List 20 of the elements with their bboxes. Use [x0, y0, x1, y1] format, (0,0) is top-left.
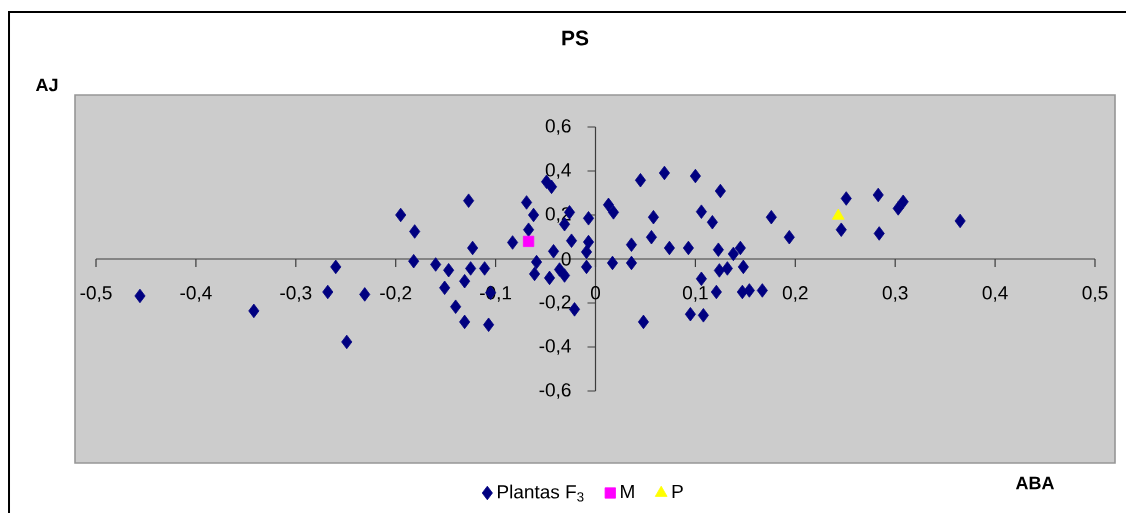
x-tick-label: 0,5: [1082, 286, 1108, 302]
x-tick-label: -0,3: [280, 286, 312, 302]
x-tick-label: -0,5: [80, 286, 112, 302]
legend-label: M: [621, 484, 634, 499]
x-tick-label: 0,1: [682, 286, 708, 302]
x-tick-label: 0,3: [882, 286, 908, 302]
y-axis-title: AJ: [35, 78, 58, 92]
x-tick-label: 0,4: [982, 286, 1008, 302]
chart-title: PS: [562, 30, 589, 46]
x-tick-label: 0,2: [782, 286, 808, 302]
legend-label: Plantas F$_{3}$: [498, 484, 584, 502]
x-tick-label: -0,4: [180, 286, 212, 302]
legend-label: P: [672, 484, 683, 499]
y-tick-label: -0,6: [539, 383, 571, 399]
y-tick-label: -0,4: [539, 339, 571, 355]
y-tick-label: 0: [561, 252, 571, 266]
x-tick-label: -0,2: [380, 286, 412, 302]
x-axis-title: ABA: [1015, 476, 1054, 490]
y-tick-label: 0,6: [545, 119, 571, 135]
y-tick-label: 0,4: [545, 163, 571, 179]
